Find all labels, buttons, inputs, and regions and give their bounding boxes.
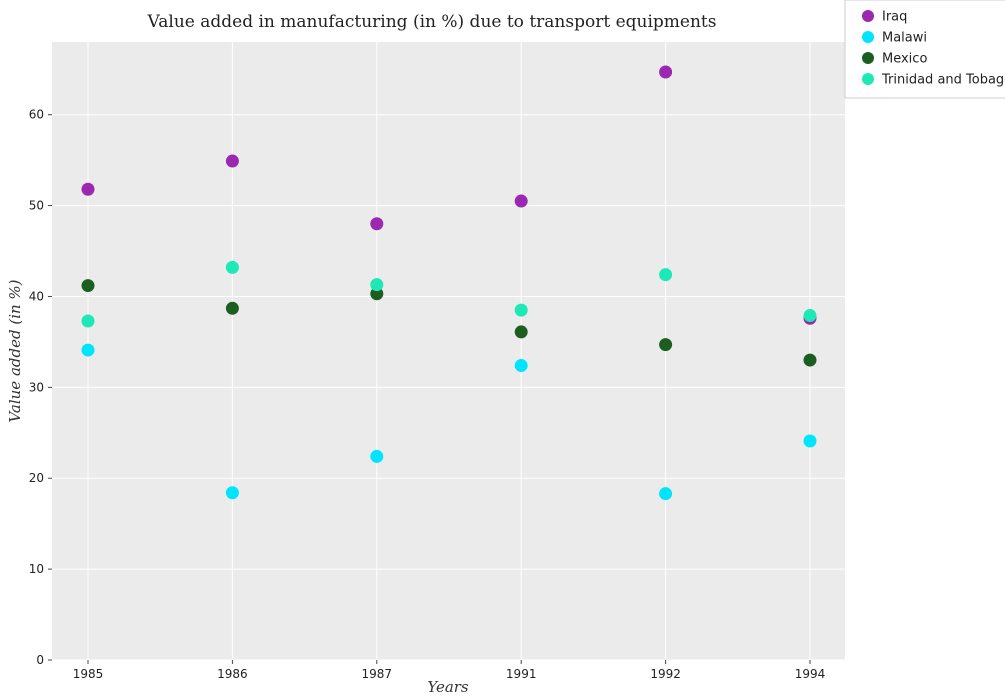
data-point-malawi xyxy=(225,486,239,500)
legend-marker xyxy=(862,52,874,64)
data-point-mexico xyxy=(659,338,673,352)
y-tick-label: 20 xyxy=(29,471,44,485)
data-point-iraq xyxy=(225,154,239,168)
y-axis: 0 10 20 30 40 50 60 xyxy=(29,108,52,667)
x-tick-label: 1994 xyxy=(795,667,826,681)
y-tick-label: 40 xyxy=(29,289,44,303)
data-point-trinidad-and-tobago xyxy=(514,303,528,317)
legend-label: Mexico xyxy=(882,52,927,67)
legend-marker xyxy=(862,10,874,22)
data-point-trinidad-and-tobago xyxy=(659,268,673,282)
data-points xyxy=(81,65,817,501)
data-point-trinidad-and-tobago xyxy=(370,278,384,292)
legend-label: Iraq xyxy=(882,10,907,25)
plot-area xyxy=(52,42,845,660)
data-point-trinidad-and-tobago xyxy=(81,314,95,328)
data-point-malawi xyxy=(370,449,384,463)
x-tick-label: 1986 xyxy=(217,667,248,681)
y-axis-label: Value added (in %) xyxy=(6,279,24,422)
y-tick-label: 10 xyxy=(29,562,44,576)
y-tick-label: 50 xyxy=(29,199,44,213)
data-point-iraq xyxy=(81,182,95,196)
x-axis: 1985 1986 1987 1991 1992 1994 xyxy=(73,660,826,681)
data-point-mexico xyxy=(81,279,95,293)
legend-label: Trinidad and Tobago xyxy=(881,73,1005,88)
legend-label: Malawi xyxy=(882,31,927,46)
x-tick-label: 1985 xyxy=(73,667,104,681)
grid xyxy=(52,42,845,661)
data-point-iraq xyxy=(370,217,384,231)
data-point-trinidad-and-tobago xyxy=(225,260,239,274)
data-point-malawi xyxy=(659,487,673,501)
data-point-malawi xyxy=(514,359,528,373)
data-point-mexico xyxy=(803,353,817,367)
x-tick-label: 1991 xyxy=(506,667,537,681)
data-point-malawi xyxy=(81,343,95,357)
chart-title: Value added in manufacturing (in %) due … xyxy=(147,12,717,32)
x-axis-label: Years xyxy=(427,678,469,696)
legend-marker xyxy=(862,31,874,43)
y-tick-label: 60 xyxy=(29,108,44,122)
x-tick-label: 1987 xyxy=(362,667,393,681)
data-point-trinidad-and-tobago xyxy=(803,309,817,323)
data-point-malawi xyxy=(803,434,817,448)
y-tick-label: 30 xyxy=(29,380,44,394)
y-tick-label: 0 xyxy=(36,653,44,667)
data-point-mexico xyxy=(514,325,528,339)
x-tick-label: 1992 xyxy=(650,667,681,681)
data-point-mexico xyxy=(370,287,384,301)
legend: Iraq Malawi Mexico Trinidad and Tobago xyxy=(844,0,1005,99)
data-point-iraq xyxy=(659,65,673,79)
data-point-iraq xyxy=(514,194,528,208)
legend-marker xyxy=(862,73,874,85)
data-point-mexico xyxy=(225,301,239,315)
